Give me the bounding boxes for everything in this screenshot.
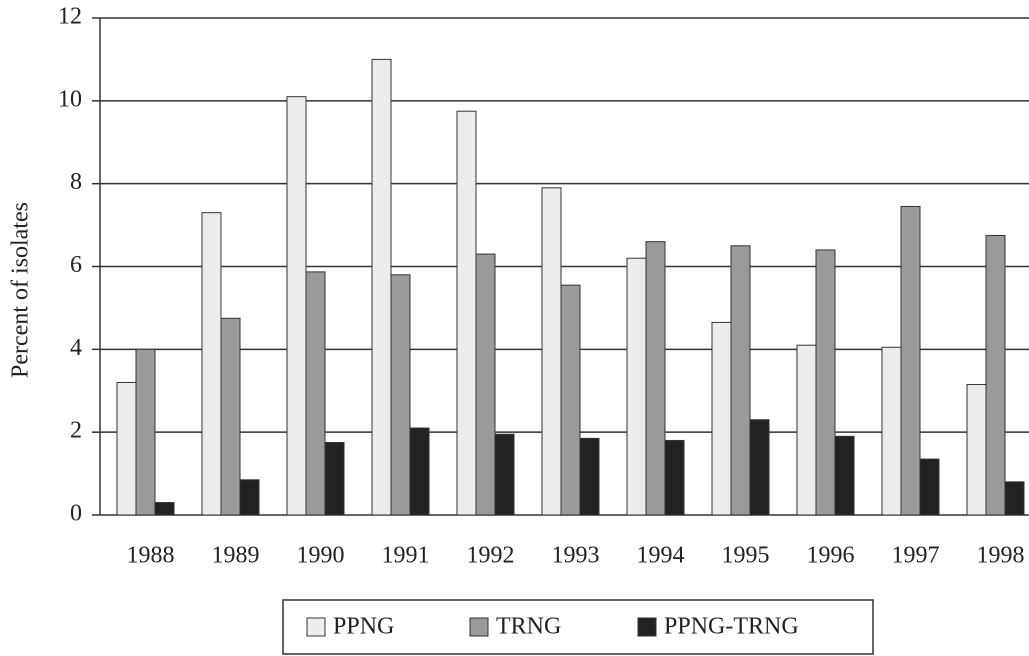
bar — [711, 321, 732, 516]
bar — [456, 110, 477, 516]
bar — [834, 435, 855, 516]
bar — [305, 271, 326, 516]
x-tick-label: 1990 — [297, 543, 345, 569]
legend-label: TRNG — [496, 614, 561, 640]
bar — [626, 257, 647, 516]
y-tick-label: 10 — [58, 86, 82, 112]
bar — [324, 442, 345, 516]
bar — [371, 58, 392, 516]
legend-swatch — [637, 617, 657, 637]
y-tick-label: 6 — [70, 252, 82, 278]
bar — [1004, 481, 1025, 516]
bar — [220, 317, 241, 516]
bar — [966, 384, 987, 516]
x-tick-label: 1989 — [212, 543, 260, 569]
legend-label: PPNG — [333, 614, 394, 640]
y-tick-label: 4 — [70, 335, 82, 361]
x-tick-label: 1991 — [382, 543, 430, 569]
bar — [390, 274, 411, 516]
x-tick-label: 1997 — [892, 543, 940, 569]
bar — [541, 187, 562, 516]
bar — [730, 245, 751, 516]
y-tick-label: 0 — [70, 501, 82, 527]
x-tick-label: 1992 — [467, 543, 515, 569]
x-tick-label: 1988 — [127, 543, 175, 569]
bar — [475, 253, 496, 516]
bar — [900, 205, 921, 516]
bar — [116, 381, 137, 516]
bar — [985, 234, 1006, 516]
bar — [881, 346, 902, 516]
bar — [201, 212, 222, 516]
legend-swatch — [469, 617, 489, 637]
x-tick-label: 1995 — [722, 543, 770, 569]
y-tick-label: 8 — [70, 169, 82, 195]
y-tick-label: 12 — [58, 4, 82, 30]
bar — [645, 241, 666, 516]
legend-label: PPNG-TRNG — [664, 614, 799, 640]
x-tick-label: 1996 — [807, 543, 855, 569]
y-tick-label: 2 — [70, 418, 82, 444]
bar — [796, 344, 817, 516]
bar — [239, 479, 260, 516]
bar — [749, 419, 770, 516]
legend: PPNG TRNG PPNG-TRNG — [282, 599, 874, 655]
bar — [664, 439, 685, 516]
bar — [579, 437, 600, 516]
legend-swatch — [306, 617, 326, 637]
bar — [135, 348, 156, 516]
bar — [815, 249, 836, 516]
bar — [154, 502, 175, 516]
x-tick-label: 1998 — [977, 543, 1025, 569]
legend-box — [282, 599, 874, 655]
y-axis-label: Percent of isolates — [8, 202, 34, 378]
bar — [919, 458, 940, 516]
bar — [494, 433, 515, 516]
x-tick-label: 1993 — [552, 543, 600, 569]
bar — [409, 427, 430, 516]
x-tick-label: 1994 — [637, 543, 685, 569]
bar — [286, 96, 307, 516]
bar — [560, 284, 581, 516]
